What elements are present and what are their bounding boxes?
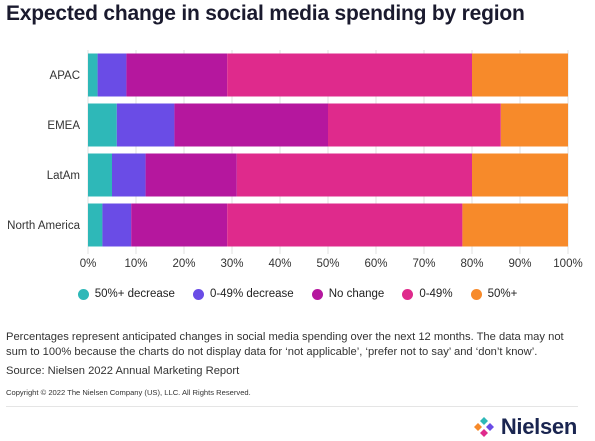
- category-label: North America: [7, 220, 80, 232]
- legend-item: 50%+ decrease: [77, 288, 175, 300]
- bar-segment: [88, 153, 112, 197]
- brand-name: Nielsen: [500, 414, 577, 439]
- bar-segments: [88, 53, 568, 247]
- bar-segment: [174, 103, 328, 147]
- category-label: EMEA: [47, 120, 80, 132]
- bar-segment: [472, 153, 568, 197]
- legend-swatch: [402, 288, 414, 300]
- legend-item: No change: [311, 288, 385, 300]
- x-tick-label: 50%: [316, 258, 339, 270]
- nielsen-logo-icon: [473, 417, 494, 437]
- legend-label: 50%+ decrease: [94, 288, 175, 300]
- legend: 50%+ decrease 0-49% decrease No change 0-49…: [0, 288, 595, 300]
- legend-swatch: [311, 288, 323, 300]
- category-labels: APAC EMEA LatAm North America: [7, 70, 80, 232]
- legend-item: 0-49%: [402, 288, 453, 300]
- legend-label: 0-49% decrease: [209, 288, 294, 300]
- bar-segment: [227, 53, 472, 97]
- bar-segment: [116, 103, 175, 147]
- bar-segment: [102, 203, 132, 247]
- legend-item: 0-49% decrease: [192, 288, 294, 300]
- source-note: Source: Nielsen 2022 Annual Marketing Re…: [6, 365, 240, 377]
- x-tick-label: 70%: [412, 258, 435, 270]
- bar-segment: [328, 103, 501, 147]
- logo-petal: [479, 429, 488, 437]
- x-tick-label: 10%: [124, 258, 147, 270]
- bar-segment: [88, 103, 117, 147]
- legend-label: 50%+: [487, 288, 518, 300]
- legend-swatch: [77, 288, 89, 300]
- bar-segment: [131, 203, 228, 247]
- legend-swatch: [192, 288, 204, 300]
- stacked-bar-chart: APAC EMEA LatAm North America 0% 10% 20% 30% 40…: [7, 50, 583, 270]
- x-tick-label: 40%: [268, 258, 291, 270]
- x-tick-label: 0%: [80, 258, 97, 270]
- bar-segment: [472, 53, 568, 97]
- bar-segment: [126, 53, 228, 97]
- legend-label: 0-49%: [419, 288, 453, 300]
- bar-segment: [145, 153, 237, 197]
- copyright-note: Copyright © 2022 The Nielsen Company (US…: [6, 388, 251, 397]
- bar-segment: [112, 153, 146, 197]
- x-tick-label: 20%: [172, 258, 195, 270]
- bar-segment: [236, 153, 472, 197]
- bar-segment: [227, 203, 463, 247]
- bar-segment: [97, 53, 127, 97]
- x-tick-label: 90%: [508, 258, 531, 270]
- bar-segment: [88, 53, 98, 97]
- bar-segment: [500, 103, 568, 147]
- logo-petal: [485, 423, 494, 431]
- category-label: APAC: [50, 70, 80, 82]
- legend-swatch: [470, 288, 482, 300]
- legend-label: No change: [328, 288, 385, 300]
- bar-segment: [462, 203, 568, 247]
- brand: Nielsen: [473, 414, 577, 440]
- category-label: LatAm: [47, 170, 80, 182]
- x-tick-label: 100%: [553, 258, 582, 270]
- bar-segment: [88, 203, 103, 247]
- x-tick-label: 80%: [460, 258, 483, 270]
- legend-item: 50%+: [470, 288, 518, 300]
- logo-petal: [479, 417, 488, 425]
- x-axis-ticks: 0% 10% 20% 30% 40% 50% 60% 70% 80% 90% 100%: [80, 258, 583, 270]
- chart-title: Expected change in social media spending…: [6, 2, 525, 25]
- divider: [6, 406, 578, 407]
- footnote: Percentages represent anticipated change…: [6, 331, 564, 358]
- x-tick-label: 60%: [364, 258, 387, 270]
- logo-petal: [473, 423, 482, 431]
- x-tick-label: 30%: [220, 258, 243, 270]
